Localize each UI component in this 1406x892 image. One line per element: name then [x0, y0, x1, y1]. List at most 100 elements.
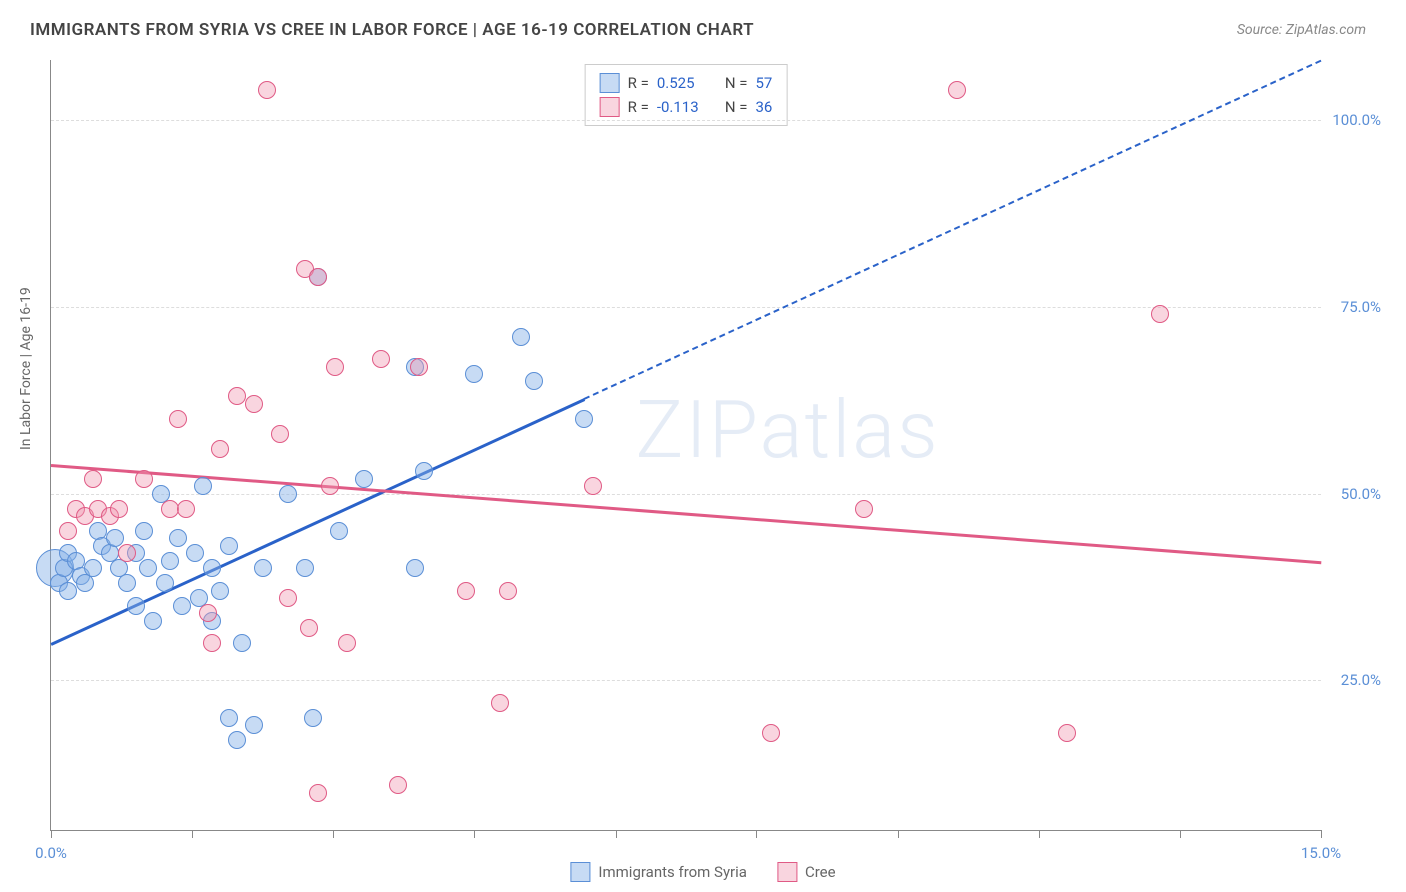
data-point-cree	[457, 582, 475, 600]
gridline	[51, 120, 1321, 121]
data-point-syria	[228, 731, 246, 749]
data-point-cree	[491, 694, 509, 712]
legend-row: R = 0.525 N = 57	[600, 71, 773, 95]
n-value: 57	[755, 74, 772, 92]
data-point-cree	[258, 81, 276, 99]
data-point-syria	[139, 559, 157, 577]
data-point-cree	[309, 784, 327, 802]
y-axis-label: In Labor Force | Age 16-19	[18, 287, 34, 450]
xtick-label: 0.0%	[35, 844, 67, 862]
data-point-cree	[118, 544, 136, 562]
data-point-syria	[355, 470, 373, 488]
legend-swatch	[600, 73, 620, 93]
legend-label: Cree	[805, 863, 836, 881]
data-point-cree	[1151, 305, 1169, 323]
xtick	[756, 830, 757, 838]
data-point-cree	[389, 776, 407, 794]
legend-item: Cree	[777, 862, 836, 882]
n-label: N =	[725, 74, 748, 92]
series-legend: Immigrants from Syria Cree	[570, 862, 835, 882]
trendline	[51, 464, 1321, 564]
xtick	[898, 830, 899, 838]
data-point-cree	[1058, 724, 1076, 742]
ytick-label: 100.0%	[1332, 111, 1381, 129]
data-point-syria	[220, 537, 238, 555]
data-point-cree	[762, 724, 780, 742]
data-point-cree	[584, 477, 602, 495]
xtick	[474, 830, 475, 838]
n-value: 36	[755, 98, 772, 116]
source-label: Source: ZipAtlas.com	[1237, 22, 1366, 38]
data-point-syria	[465, 365, 483, 383]
data-point-syria	[575, 410, 593, 428]
data-point-syria	[254, 559, 272, 577]
data-point-syria	[245, 716, 263, 734]
data-point-cree	[309, 268, 327, 286]
ytick-label: 50.0%	[1341, 485, 1381, 503]
data-point-cree	[161, 500, 179, 518]
xtick	[192, 830, 193, 838]
data-point-syria	[156, 574, 174, 592]
data-point-cree	[410, 358, 428, 376]
data-point-cree	[326, 358, 344, 376]
r-value: 0.525	[657, 74, 717, 92]
data-point-cree	[59, 522, 77, 540]
scatter-chart: ZIPatlas R = 0.525 N = 57R = -0.113 N = 36…	[50, 60, 1321, 831]
xtick	[51, 830, 52, 838]
data-point-cree	[110, 500, 128, 518]
ytick-label: 75.0%	[1341, 298, 1381, 316]
data-point-cree	[499, 582, 517, 600]
data-point-cree	[948, 81, 966, 99]
r-value: -0.113	[657, 98, 717, 116]
legend-label: Immigrants from Syria	[598, 863, 747, 881]
gridline	[51, 680, 1321, 681]
data-point-cree	[135, 470, 153, 488]
data-point-cree	[338, 634, 356, 652]
data-point-syria	[161, 552, 179, 570]
data-point-syria	[135, 522, 153, 540]
legend-swatch	[600, 97, 620, 117]
r-label: R =	[628, 74, 649, 92]
correlation-legend: R = 0.525 N = 57R = -0.113 N = 36	[585, 64, 788, 126]
legend-row: R = -0.113N = 36	[600, 95, 773, 119]
gridline	[51, 307, 1321, 308]
data-point-cree	[279, 589, 297, 607]
legend-swatch	[777, 862, 797, 882]
data-point-syria	[525, 372, 543, 390]
data-point-syria	[59, 582, 77, 600]
data-point-syria	[279, 485, 297, 503]
data-point-syria	[194, 477, 212, 495]
data-point-syria	[118, 574, 136, 592]
legend-item: Immigrants from Syria	[570, 862, 747, 882]
data-point-cree	[169, 410, 187, 428]
n-label: N =	[725, 98, 748, 116]
data-point-cree	[177, 500, 195, 518]
data-point-syria	[203, 559, 221, 577]
xtick	[1180, 830, 1181, 838]
xtick	[333, 830, 334, 838]
data-point-cree	[855, 500, 873, 518]
data-point-cree	[84, 470, 102, 488]
xtick	[616, 830, 617, 838]
data-point-cree	[321, 477, 339, 495]
data-point-cree	[245, 395, 263, 413]
data-point-syria	[330, 522, 348, 540]
data-point-syria	[406, 559, 424, 577]
data-point-syria	[106, 529, 124, 547]
data-point-syria	[127, 597, 145, 615]
data-point-syria	[211, 582, 229, 600]
xtick	[1039, 830, 1040, 838]
watermark: ZIPatlas	[636, 383, 940, 477]
data-point-syria	[84, 559, 102, 577]
data-point-syria	[144, 612, 162, 630]
data-point-cree	[372, 350, 390, 368]
data-point-syria	[296, 559, 314, 577]
data-point-syria	[233, 634, 251, 652]
xtick-label: 15.0%	[1301, 844, 1341, 862]
data-point-syria	[169, 529, 187, 547]
data-point-syria	[512, 328, 530, 346]
gridline	[51, 494, 1321, 495]
data-point-cree	[203, 634, 221, 652]
xtick	[1321, 830, 1322, 838]
data-point-syria	[173, 597, 191, 615]
